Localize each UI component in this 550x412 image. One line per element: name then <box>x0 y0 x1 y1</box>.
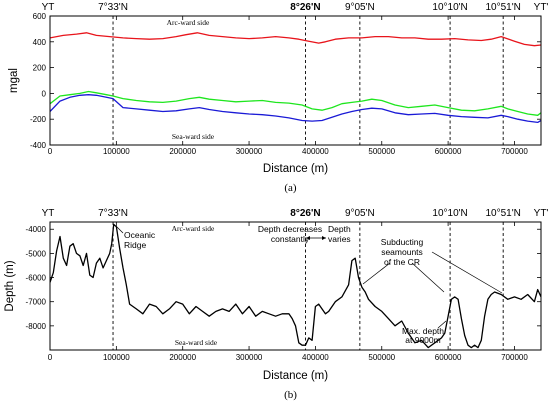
end-label-left: YT <box>42 208 55 219</box>
plot-frame <box>49 15 542 146</box>
annotation-max-depth: Max. depth at 9000m <box>402 326 444 345</box>
series-line-1 <box>50 90 541 116</box>
annotation-subducting: Subducting seamounts of the CR <box>381 237 424 267</box>
marker-label: 8°26'N <box>290 2 320 13</box>
x-tick-label: 400000 <box>302 147 329 156</box>
x-tick-label: 700000 <box>501 147 528 156</box>
x-axis-title: Distance (m) <box>263 370 328 382</box>
x-axis-title: Distance (m) <box>263 163 328 175</box>
side-label-bottom: Sea-ward side <box>172 132 215 141</box>
panel-caption: (a) <box>284 182 297 194</box>
y-tick-label: 200 <box>33 64 47 73</box>
chart-panel-b: 7°33'N 8°26'N 9°05'N 10°10'N 10°51'N YT YT' Arc… <box>4 208 548 401</box>
x-tick-label: 100000 <box>103 353 130 362</box>
marker-label: 10°51'N <box>485 208 520 219</box>
marker-label: 9°05'N <box>345 2 375 13</box>
x-tick-label: 600000 <box>435 147 462 156</box>
y-tick-label: 400 <box>33 38 47 47</box>
annotation-leader <box>362 262 391 285</box>
marker-label: 7°33'N <box>98 2 128 13</box>
chart-panel-a: 7°33'N 8°26'N 9°05'N 10°10'N 10°51'N YT YT' Arc… <box>8 2 548 194</box>
marker-label: 10°10'N <box>432 2 467 13</box>
marker-label: 7°33'N <box>98 208 128 219</box>
annotation-depth-varies: Depth varies <box>328 224 351 244</box>
y-tick-label: 600 <box>33 12 47 21</box>
series-line-0 <box>50 223 541 349</box>
y-tick-label: -5000 <box>26 249 47 258</box>
marker-label: 10°10'N <box>432 208 467 219</box>
series-line-0 <box>50 32 541 47</box>
x-tick-label: 500000 <box>368 147 395 156</box>
marker-label: 9°05'N <box>345 208 375 219</box>
x-tick-label: 500000 <box>368 353 395 362</box>
annotation-leader <box>115 225 124 234</box>
x-tick-label: 300000 <box>236 147 263 156</box>
side-label-top: Arc-ward side <box>172 224 215 233</box>
x-tick-label: 700000 <box>501 353 528 362</box>
y-axis-title: Depth (m) <box>4 260 16 311</box>
x-tick-label: 400000 <box>302 353 329 362</box>
side-label-top: Arc-ward side <box>167 18 210 27</box>
end-label-right: YT' <box>534 208 549 219</box>
marker-label: 10°51'N <box>485 2 520 13</box>
x-tick-label: 200000 <box>169 353 196 362</box>
y-tick-label: -7000 <box>26 298 47 307</box>
x-tick-label: 0 <box>48 353 53 362</box>
y-axis-title: mgal <box>8 68 20 93</box>
annotation-leader <box>437 320 447 329</box>
plot-frame <box>49 221 542 351</box>
arrow-head-right <box>322 236 326 240</box>
annotation-depth-decreases: Depth decreases constantly <box>258 224 322 244</box>
y-tick-label: 0 <box>42 89 47 98</box>
x-tick-label: 0 <box>48 147 53 156</box>
annotation-leader <box>411 262 445 293</box>
y-tick-label: -6000 <box>26 274 47 283</box>
annotation-leader <box>431 251 503 294</box>
end-label-right: YT' <box>534 2 549 13</box>
y-tick-label: -8000 <box>26 322 47 331</box>
x-tick-label: 600000 <box>435 353 462 362</box>
y-tick-label: -4000 <box>26 225 47 234</box>
arrow-head-left <box>306 236 310 240</box>
series-line-2 <box>50 94 541 124</box>
y-tick-label: -200 <box>30 115 47 124</box>
annotation-oceanic-ridge: Oceanic Ridge <box>124 230 156 250</box>
x-tick-label: 100000 <box>103 147 130 156</box>
marker-label: 8°26'N <box>290 208 320 219</box>
x-tick-label: 200000 <box>169 147 196 156</box>
side-label-bottom: Sea-ward side <box>175 338 218 347</box>
x-tick-label: 300000 <box>236 353 263 362</box>
y-tick-label: -400 <box>30 141 47 150</box>
panel-caption: (b) <box>284 389 297 401</box>
end-label-left: YT <box>42 2 55 13</box>
